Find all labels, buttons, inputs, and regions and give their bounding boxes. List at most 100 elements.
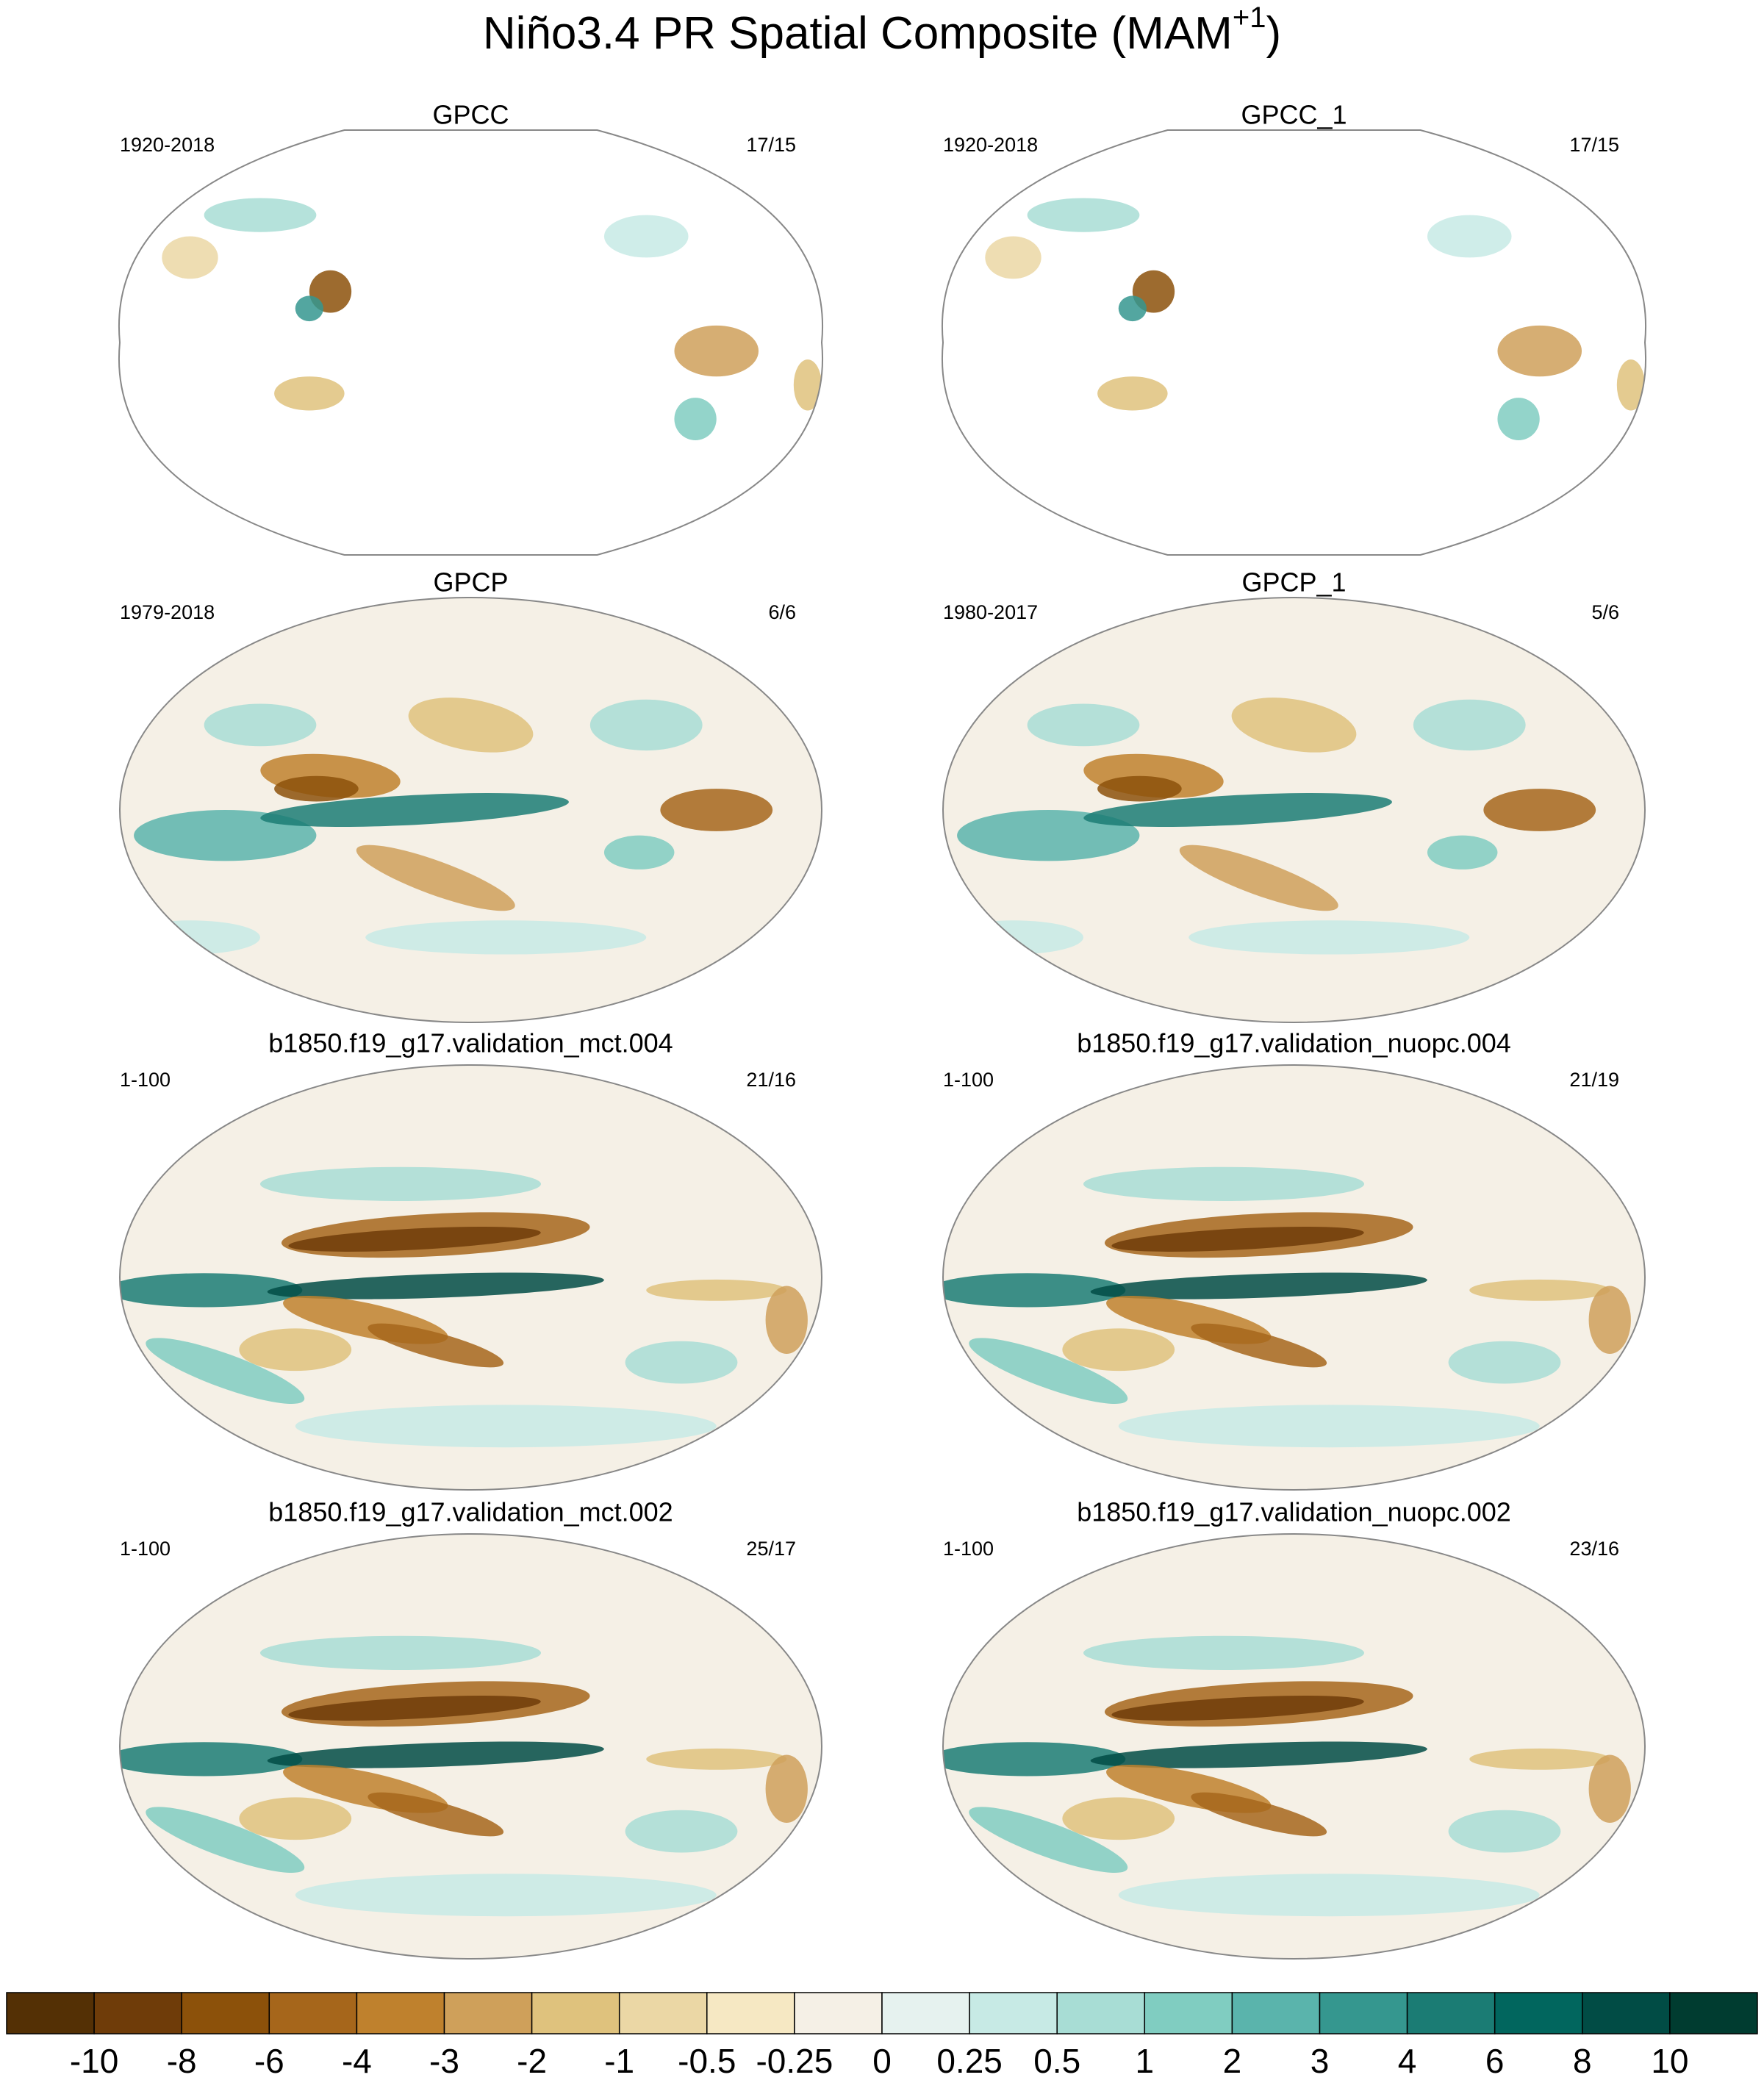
colorbar-label: 8 [1573, 2042, 1592, 2080]
field-blob [1062, 1328, 1175, 1372]
period-label: 1-100 [943, 1538, 994, 1560]
field-blob [1483, 789, 1596, 831]
map-outline [118, 1064, 823, 1491]
field-blob [260, 792, 569, 828]
field-blob [1097, 775, 1182, 802]
field-blob [625, 1810, 738, 1853]
period-label: 1-100 [943, 1069, 994, 1091]
colorbar-box [706, 1992, 795, 2034]
colorbar-label: 10 [1651, 2042, 1688, 2080]
colorbar-label: 3 [1311, 2042, 1330, 2080]
field-blob [239, 1328, 352, 1372]
colorbar-label: 6 [1485, 2042, 1505, 2080]
map-panel: b1850.f19_g17.validation_mct.004 1-100 21/… [118, 1028, 823, 1491]
map-panel: GPCP 1979-2018 6/6 [118, 567, 823, 1023]
field-blob [1090, 1272, 1427, 1299]
field [120, 698, 773, 955]
field-blob [204, 703, 317, 747]
field-blob [1469, 1748, 1610, 1770]
title-superscript: +1 [1233, 1, 1266, 34]
field-blob [1118, 1874, 1540, 1917]
field [120, 1166, 808, 1448]
field-blob [356, 845, 515, 911]
field-blob [1090, 1741, 1427, 1768]
period-label: 1979-2018 [120, 601, 215, 623]
field-blob [1413, 699, 1526, 751]
field-blob [985, 236, 1041, 279]
field-blob [120, 1273, 303, 1308]
map-panel: b1850.f19_g17.validation_nuopc.002 1-100 2… [942, 1497, 1646, 1960]
colorbar-box [1669, 1992, 1758, 2034]
field-blob [288, 1695, 541, 1721]
title-end: ) [1266, 8, 1281, 59]
colorbar-label: -6 [254, 2042, 284, 2080]
field-blob [260, 1635, 541, 1670]
colorbar-label: 0.25 [936, 2042, 1003, 2080]
field-blob [1179, 845, 1338, 911]
panel-title: b1850.f19_g17.validation_nuopc.004 [1077, 1028, 1511, 1058]
map-panel: b1850.f19_g17.validation_mct.002 1-100 25/… [118, 1497, 823, 1960]
field-blob [267, 1741, 604, 1768]
map-outline [118, 597, 823, 1023]
colorbar-box [443, 1992, 533, 2034]
colorbar-label: -1 [604, 2042, 634, 2080]
colorbar-label: -0.5 [678, 2042, 736, 2080]
title-main: Niño3.4 PR Spatial Composite (MAM [483, 8, 1233, 59]
colorbar-label: 1 [1136, 2042, 1155, 2080]
colorbar-box [1056, 1992, 1146, 2034]
field [943, 1166, 1631, 1448]
colorbar: -10 -8 -6 -4 -3 -2 -1 -0.5 -0.25 0 0.25 0.5 1 2 3 4 6 8 10 [6, 1992, 1758, 2080]
map-outline [118, 1533, 823, 1960]
panel-title: b1850.f19_g17.validation_mct.004 [268, 1028, 673, 1058]
colorbar-label: -10 [70, 2042, 118, 2080]
field-blob [1191, 1323, 1327, 1368]
field-blob [793, 359, 822, 411]
colorbar-box [618, 1992, 708, 2034]
field-blob [274, 775, 359, 802]
field-blob [674, 398, 717, 440]
count-label: 23/16 [1569, 1538, 1619, 1560]
colorbar-box [881, 1992, 970, 2034]
period-label: 1920-2018 [120, 134, 215, 156]
field-blob [646, 1748, 787, 1770]
count-label: 17/15 [1569, 134, 1619, 156]
map-outline [942, 1064, 1646, 1491]
field-blob [1111, 1226, 1364, 1252]
field-blob [408, 698, 534, 753]
field [120, 1635, 808, 1917]
field-blob [368, 1323, 504, 1368]
panel-title: GPCP_1 [1241, 567, 1346, 598]
count-label: 21/19 [1569, 1069, 1619, 1091]
field-blob [1191, 1792, 1327, 1837]
field-blob [1588, 1754, 1631, 1824]
field-blob [1497, 398, 1540, 440]
field-blob [943, 1742, 1126, 1777]
colorbar-box [181, 1992, 270, 2034]
map-panel: GPCC 1920-2018 17/15 [118, 100, 824, 556]
map-panel: GPCP_1 1980-2017 5/6 [942, 567, 1646, 1023]
colorbar-box [1144, 1992, 1233, 2034]
field-blob [1097, 376, 1168, 411]
field-blob [260, 1166, 541, 1201]
count-label: 5/6 [1591, 601, 1619, 623]
colorbar-box [356, 1992, 445, 2034]
field [985, 198, 1645, 440]
colorbar-label: -4 [342, 2042, 372, 2080]
field-blob [969, 1807, 1128, 1873]
field-blob [1188, 920, 1470, 955]
map-panel: GPCC_1 1920-2018 17/15 [941, 100, 1647, 556]
field-blob [1027, 703, 1140, 747]
field-blob [625, 1341, 738, 1384]
period-label: 1-100 [120, 1538, 171, 1560]
colorbar-label: 0 [872, 2042, 892, 2080]
field-blob [1111, 1695, 1364, 1721]
colorbar-box [969, 1992, 1058, 2034]
field-blob [1118, 1405, 1540, 1448]
panel-title: b1850.f19_g17.validation_nuopc.002 [1077, 1497, 1511, 1527]
period-label: 1920-2018 [943, 134, 1038, 156]
colorbar-box [531, 1992, 620, 2034]
colorbar-label: 0.5 [1033, 2042, 1080, 2080]
field-blob [1231, 698, 1357, 753]
field-blob [204, 198, 317, 232]
field-blob [765, 1754, 808, 1824]
